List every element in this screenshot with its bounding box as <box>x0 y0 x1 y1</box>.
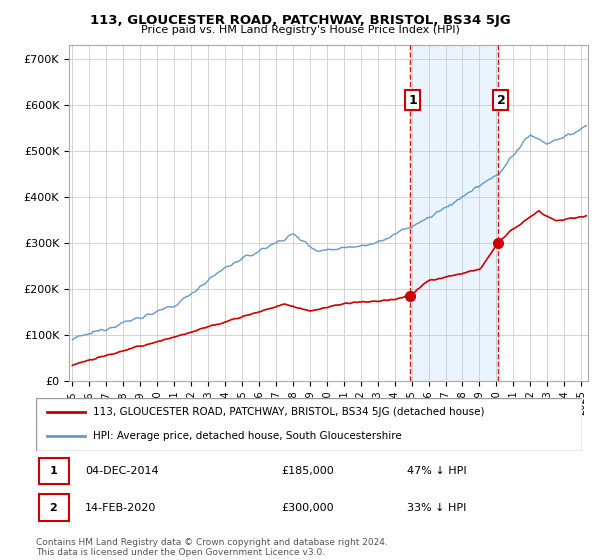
Bar <box>410 45 499 381</box>
Text: 2: 2 <box>50 502 58 512</box>
Text: £185,000: £185,000 <box>282 466 334 476</box>
Text: 2: 2 <box>497 94 505 106</box>
Text: 33% ↓ HPI: 33% ↓ HPI <box>407 502 467 512</box>
Text: 14-FEB-2020: 14-FEB-2020 <box>85 502 157 512</box>
Text: 113, GLOUCESTER ROAD, PATCHWAY, BRISTOL, BS34 5JG (detached house): 113, GLOUCESTER ROAD, PATCHWAY, BRISTOL,… <box>94 408 485 418</box>
FancyBboxPatch shape <box>36 398 582 451</box>
Text: Price paid vs. HM Land Registry's House Price Index (HPI): Price paid vs. HM Land Registry's House … <box>140 25 460 35</box>
Text: £300,000: £300,000 <box>282 502 334 512</box>
Text: Contains HM Land Registry data © Crown copyright and database right 2024.
This d: Contains HM Land Registry data © Crown c… <box>36 538 388 557</box>
Text: 1: 1 <box>50 466 58 476</box>
Text: 113, GLOUCESTER ROAD, PATCHWAY, BRISTOL, BS34 5JG: 113, GLOUCESTER ROAD, PATCHWAY, BRISTOL,… <box>89 14 511 27</box>
FancyBboxPatch shape <box>39 458 69 484</box>
FancyBboxPatch shape <box>39 494 69 521</box>
Text: 04-DEC-2014: 04-DEC-2014 <box>85 466 159 476</box>
Text: 1: 1 <box>409 94 417 106</box>
Text: HPI: Average price, detached house, South Gloucestershire: HPI: Average price, detached house, Sout… <box>94 431 402 441</box>
Text: 47% ↓ HPI: 47% ↓ HPI <box>407 466 467 476</box>
